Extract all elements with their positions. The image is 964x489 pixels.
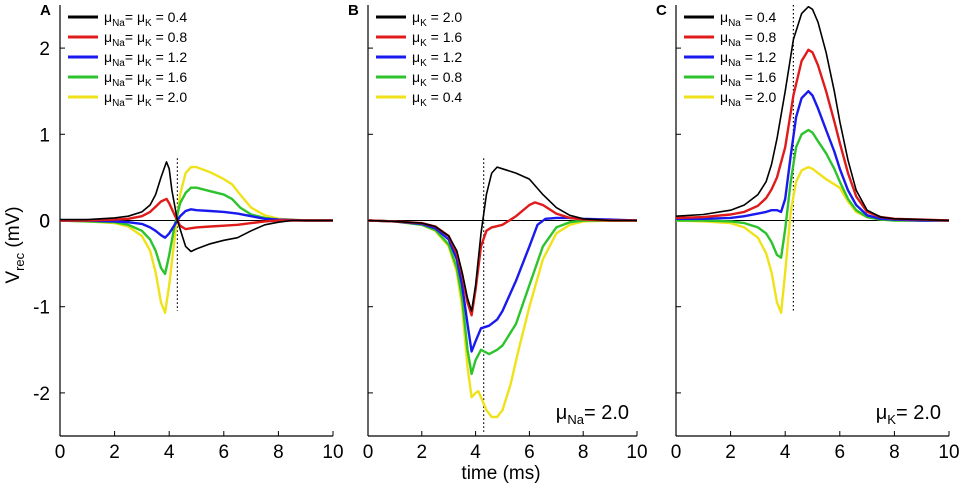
x-tick-label: 4	[470, 442, 481, 463]
series-line	[60, 208, 333, 239]
series-line	[367, 219, 637, 419]
series-line	[367, 219, 637, 376]
x-tick-label: 2	[417, 442, 428, 463]
series-line	[676, 89, 949, 222]
series-line	[367, 216, 638, 353]
x-tick-label: 0	[55, 442, 66, 463]
legend-entry: μNa= μK = 0.4	[104, 9, 187, 29]
series-line	[676, 128, 949, 259]
legend-entry: μK = 0.8	[412, 69, 462, 89]
x-axis-label: time (ms)	[461, 463, 540, 484]
y-tick-label: 1	[39, 125, 50, 146]
series-line	[60, 161, 333, 253]
legend-entry: μNa= μK = 1.6	[104, 69, 187, 89]
x-tick-label: 8	[578, 442, 589, 463]
legend-entry: μK = 0.4	[412, 89, 462, 109]
legend-entry: μNa = 0.4	[720, 9, 777, 29]
series-line	[367, 166, 637, 312]
series-line	[59, 165, 333, 314]
legend-entry: μNa= μK = 0.8	[104, 29, 187, 49]
x-tick-label: 2	[725, 442, 736, 463]
y-axis-label: Vrec (mV)	[3, 206, 27, 283]
panel-annotation: μK= 2.0	[876, 402, 941, 427]
panel-label: B	[348, 2, 359, 19]
series-line	[60, 197, 333, 231]
x-tick-label: 10	[938, 442, 959, 463]
panel-label: C	[656, 2, 667, 19]
x-tick-label: 4	[164, 442, 175, 463]
legend-entry: μK = 1.6	[412, 29, 462, 49]
x-tick-label: 10	[626, 442, 647, 463]
series-line	[59, 186, 333, 276]
x-tick-label: 8	[889, 442, 900, 463]
y-tick-label: -1	[33, 298, 50, 319]
legend-entry: μNa= μK = 1.2	[104, 49, 187, 69]
x-tick-label: 2	[109, 442, 120, 463]
x-tick-label: 6	[219, 442, 230, 463]
panel-b: B 0 2 4 6 8 10 μK = 2.0μK = 1.6μK = 1.2μK = 0.8…	[348, 2, 648, 463]
x-tick-label: 10	[322, 442, 343, 463]
y-tick-label-zero: 0	[39, 212, 50, 233]
series-line	[675, 165, 949, 314]
legend-entry: μK = 1.2	[412, 49, 462, 69]
x-tick-label: 6	[524, 442, 535, 463]
legend-entry: μNa = 1.6	[720, 69, 777, 89]
legend-entry: μNa = 0.8	[720, 29, 777, 49]
y-tick-label: 2	[39, 39, 50, 60]
legend-entry: μNa = 1.2	[720, 49, 777, 69]
panel-annotation: μNa= 2.0	[556, 402, 629, 427]
x-tick-label: 8	[273, 442, 284, 463]
legend-entry: μK = 2.0	[412, 9, 462, 29]
y-tick-label: 0	[39, 212, 50, 233]
legend-entry: μNa = 2.0	[720, 89, 777, 109]
legend-entry: μNa= μK = 2.0	[104, 89, 187, 109]
series-line	[675, 48, 950, 222]
x-tick-label: 4	[780, 442, 791, 463]
y-tick-label: -2	[33, 384, 50, 405]
series-line	[675, 5, 950, 222]
panel-label: A	[40, 2, 51, 19]
x-tick-label: 6	[835, 442, 846, 463]
x-tick-label: 0	[363, 442, 374, 463]
x-tick-label: 0	[671, 442, 682, 463]
